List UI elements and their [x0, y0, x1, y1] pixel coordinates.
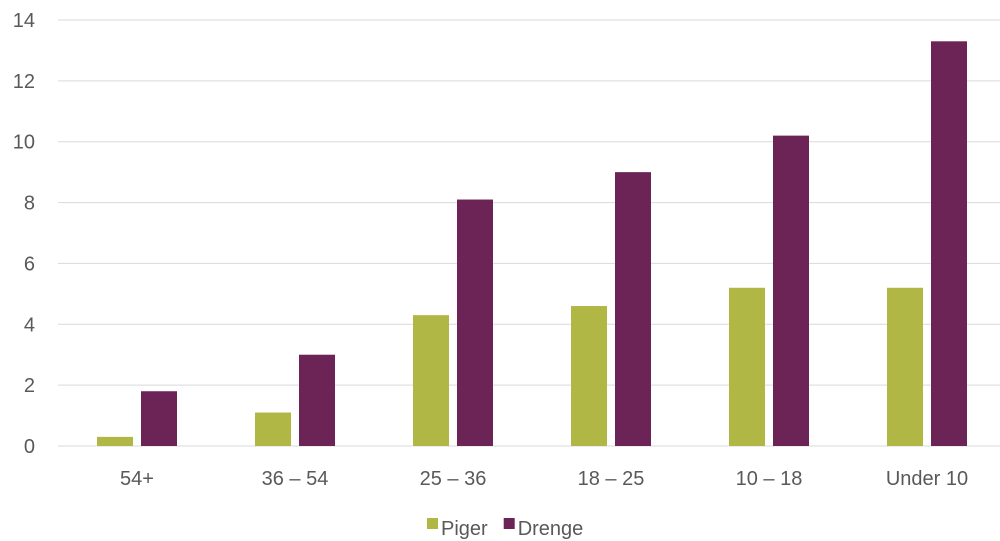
x-axis-ticks: 54+ 36 – 54 25 – 36 18 – 25 10 – 18 Under 10	[120, 468, 968, 490]
legend-label-piger: Piger	[441, 518, 488, 540]
x-tick-label: 18 – 25	[578, 468, 645, 490]
legend-swatch-drenge	[503, 518, 515, 529]
bar-piger-0	[97, 436, 133, 446]
bar-piger-4	[729, 287, 765, 446]
y-tick-label: 0	[24, 436, 35, 458]
bars	[97, 41, 967, 447]
legend: Piger Drenge	[427, 518, 583, 540]
bar-piger-3	[571, 306, 607, 446]
y-tick-label: 6	[24, 253, 35, 275]
y-axis-ticks: 0 2 4 6 8 10 12 14	[13, 10, 35, 458]
x-tick-label: 25 – 36	[420, 468, 487, 490]
x-tick-label: 10 – 18	[736, 468, 803, 490]
bar-drenge-2	[457, 199, 493, 446]
y-tick-label: 12	[13, 71, 35, 93]
bar-drenge-1	[299, 354, 335, 446]
gridlines	[58, 19, 1000, 447]
bar-drenge-0	[141, 391, 177, 446]
bar-drenge-5	[931, 41, 967, 447]
bar-piger-5	[887, 287, 923, 446]
bar-piger-1	[255, 412, 291, 446]
x-tick-label: 36 – 54	[262, 468, 329, 490]
y-tick-label: 14	[13, 10, 35, 32]
legend-label-drenge: Drenge	[518, 518, 584, 540]
y-tick-label: 2	[24, 375, 35, 397]
y-tick-label: 10	[13, 132, 35, 154]
bar-piger-2	[413, 315, 449, 446]
x-tick-label: 54+	[120, 468, 154, 490]
x-tick-label: Under 10	[886, 468, 968, 490]
bar-drenge-4	[773, 135, 809, 446]
bar-drenge-3	[615, 172, 651, 446]
legend-swatch-piger	[427, 518, 438, 529]
y-tick-label: 4	[24, 314, 35, 336]
y-tick-label: 8	[24, 193, 35, 215]
